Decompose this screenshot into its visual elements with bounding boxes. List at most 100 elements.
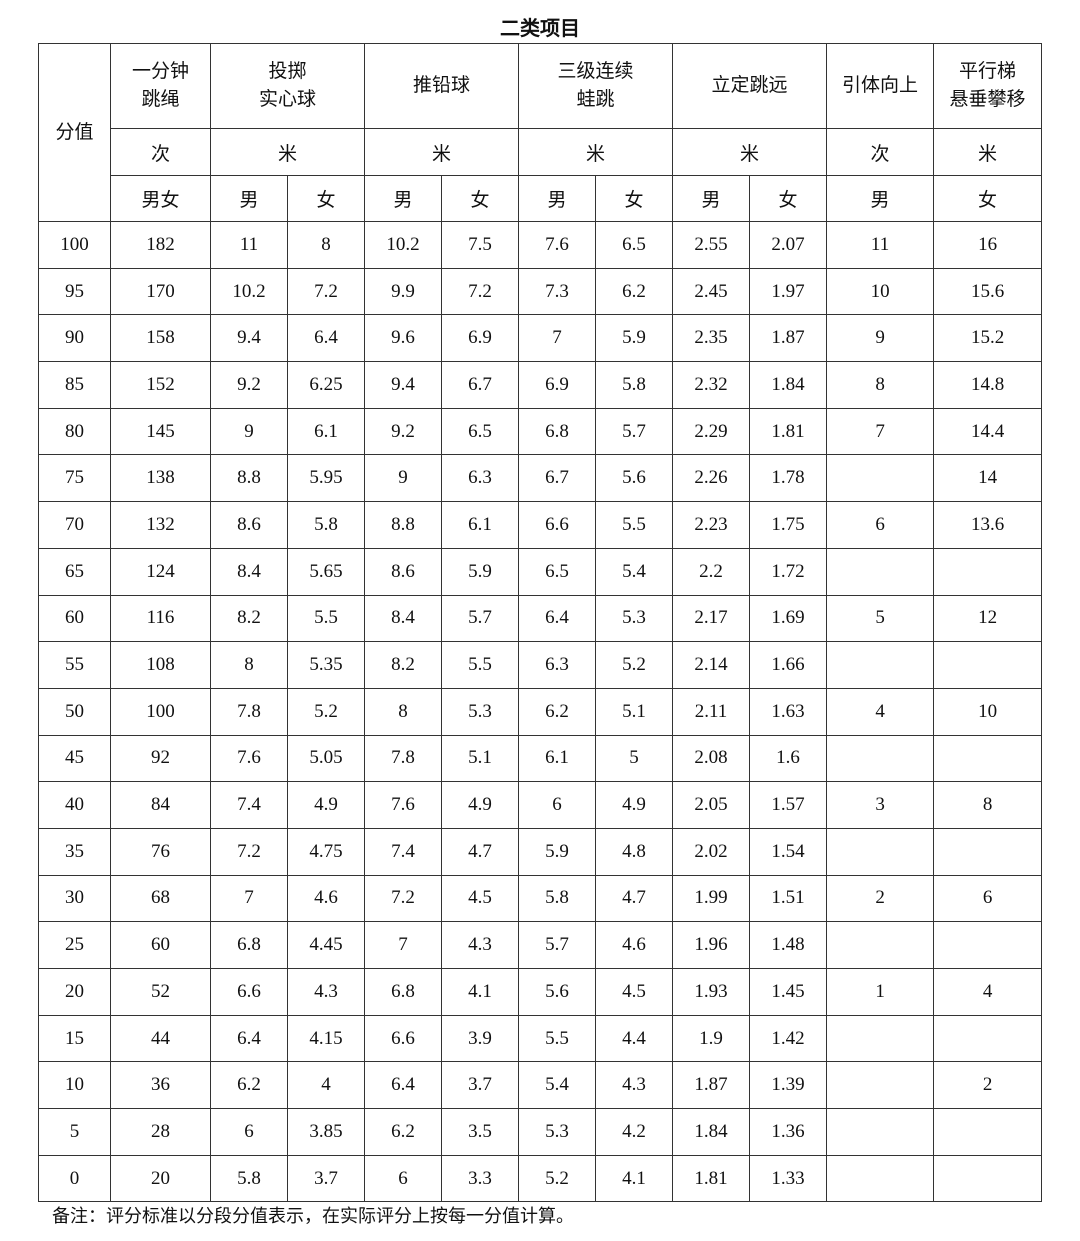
value-cell: 15.2 xyxy=(933,314,1043,363)
value-cell: 108 xyxy=(110,641,211,689)
value-cell xyxy=(933,1154,1043,1203)
table-row: 35 76 7.2 4.75 7.4 4.7 5.9 4.8 2.02 1.54 xyxy=(38,827,1043,876)
value-cell: 6.1 xyxy=(441,501,520,549)
score-cell: 40 xyxy=(38,781,111,829)
value-cell: 5.35 xyxy=(286,641,366,689)
value-cell: 6.5 xyxy=(518,547,597,596)
value-cell: 1.57 xyxy=(749,781,828,829)
score-cell: 50 xyxy=(38,687,111,736)
value-cell: 7.8 xyxy=(210,687,288,736)
value-cell: 6.9 xyxy=(441,314,520,363)
value-cell: 2.32 xyxy=(672,361,751,409)
value-cell: 13.6 xyxy=(933,501,1043,549)
value-cell: 5.9 xyxy=(595,314,674,363)
header-gender: 男 xyxy=(518,175,597,222)
header-unit: 米 xyxy=(518,128,674,176)
value-cell: 4.9 xyxy=(441,781,520,829)
header-unit: 米 xyxy=(672,128,828,176)
value-cell: 5.4 xyxy=(518,1061,597,1110)
value-cell: 8 xyxy=(933,781,1043,829)
value-cell: 8.4 xyxy=(210,547,288,596)
value-cell: 6.8 xyxy=(364,968,443,1016)
value-cell: 1.93 xyxy=(672,968,751,1016)
value-cell: 1.69 xyxy=(749,594,828,643)
value-cell: 1.99 xyxy=(672,874,751,923)
scoring-table: 分值 一分钟 跳绳 投掷 实心球 推铅球 三级连续 蛙跳 立定跳远 引体向上 平行梯 悬垂攀移… xyxy=(38,43,1043,1203)
score-cell: 80 xyxy=(38,407,111,456)
value-cell: 52 xyxy=(110,968,211,1016)
score-cell: 70 xyxy=(38,501,111,549)
score-cell: 0 xyxy=(38,1154,111,1203)
value-cell: 9 xyxy=(364,454,443,503)
header-gender: 男 xyxy=(364,175,443,222)
value-cell: 8.2 xyxy=(364,641,443,689)
value-cell: 2.08 xyxy=(672,734,751,783)
value-cell: 6 xyxy=(364,1154,443,1203)
value-cell: 5.7 xyxy=(595,407,674,456)
header-unit: 次 xyxy=(826,128,935,176)
value-cell: 7 xyxy=(518,314,597,363)
value-cell: 9.9 xyxy=(364,267,443,316)
value-cell: 5.3 xyxy=(441,687,520,736)
score-cell: 95 xyxy=(38,267,111,316)
value-cell: 1.48 xyxy=(749,921,828,969)
value-cell: 7.5 xyxy=(441,221,520,269)
value-cell: 6 xyxy=(210,1108,288,1156)
value-cell: 7.8 xyxy=(364,734,443,783)
value-cell: 1.81 xyxy=(672,1154,751,1203)
value-cell: 5.3 xyxy=(595,594,674,643)
table-row: 85 152 9.2 6.25 9.4 6.7 6.9 5.8 2.32 1.84 8 14.8 xyxy=(38,361,1043,409)
value-cell: 4 xyxy=(826,687,935,736)
score-cell: 30 xyxy=(38,874,111,923)
value-cell: 5.1 xyxy=(441,734,520,783)
value-cell: 8.8 xyxy=(364,501,443,549)
value-cell: 4.2 xyxy=(595,1108,674,1156)
value-cell: 10.2 xyxy=(364,221,443,269)
value-cell xyxy=(933,734,1043,783)
value-cell: 5.95 xyxy=(286,454,366,503)
value-cell xyxy=(933,1014,1043,1063)
value-cell: 7.4 xyxy=(210,781,288,829)
value-cell: 4.6 xyxy=(286,874,366,923)
table-row: 30 68 7 4.6 7.2 4.5 5.8 4.7 1.99 1.51 2 6 xyxy=(38,874,1043,923)
value-cell: 6.2 xyxy=(364,1108,443,1156)
value-cell: 138 xyxy=(110,454,211,503)
table-row: 25 60 6.8 4.45 7 4.3 5.7 4.6 1.96 1.48 xyxy=(38,921,1043,969)
value-cell: 9.4 xyxy=(364,361,443,409)
table-row: 15 44 6.4 4.15 6.6 3.9 5.5 4.4 1.9 1.42 xyxy=(38,1014,1043,1063)
table-row: 5 28 6 3.85 6.2 3.5 5.3 4.2 1.84 1.36 xyxy=(38,1108,1043,1156)
value-cell: 5.8 xyxy=(210,1154,288,1203)
value-cell: 3.3 xyxy=(441,1154,520,1203)
value-cell: 2.45 xyxy=(672,267,751,316)
score-cell: 15 xyxy=(38,1014,111,1063)
value-cell: 2.11 xyxy=(672,687,751,736)
value-cell: 7.2 xyxy=(364,874,443,923)
value-cell: 1.6 xyxy=(749,734,828,783)
value-cell: 145 xyxy=(110,407,211,456)
value-cell: 9.2 xyxy=(364,407,443,456)
value-cell: 6.1 xyxy=(286,407,366,456)
value-cell: 4.4 xyxy=(595,1014,674,1063)
header-gender: 女 xyxy=(286,175,366,222)
value-cell: 1.72 xyxy=(749,547,828,596)
table-row: 80 145 9 6.1 9.2 6.5 6.8 5.7 2.29 1.81 7 14.4 xyxy=(38,407,1043,456)
value-cell: 1.33 xyxy=(749,1154,828,1203)
value-cell: 4.1 xyxy=(441,968,520,1016)
value-cell: 1.39 xyxy=(749,1061,828,1110)
value-cell: 1.97 xyxy=(749,267,828,316)
value-cell: 6.4 xyxy=(364,1061,443,1110)
value-cell: 6.4 xyxy=(518,594,597,643)
table-title: 二类项目 xyxy=(500,16,580,40)
table-row: 75 138 8.8 5.95 9 6.3 6.7 5.6 2.26 1.78 14 xyxy=(38,454,1043,503)
value-cell: 5.8 xyxy=(286,501,366,549)
value-cell: 1.51 xyxy=(749,874,828,923)
value-cell: 3.9 xyxy=(441,1014,520,1063)
value-cell: 16 xyxy=(933,221,1043,269)
value-cell: 7 xyxy=(364,921,443,969)
value-cell: 3.85 xyxy=(286,1108,366,1156)
value-cell: 6 xyxy=(933,874,1043,923)
value-cell: 3.7 xyxy=(441,1061,520,1110)
header-unit: 米 xyxy=(933,128,1043,176)
header-row-gender: 男女男女男女男女男女男女 xyxy=(39,175,1043,222)
table-row: 0 20 5.8 3.7 6 3.3 5.2 4.1 1.81 1.33 xyxy=(38,1154,1043,1203)
